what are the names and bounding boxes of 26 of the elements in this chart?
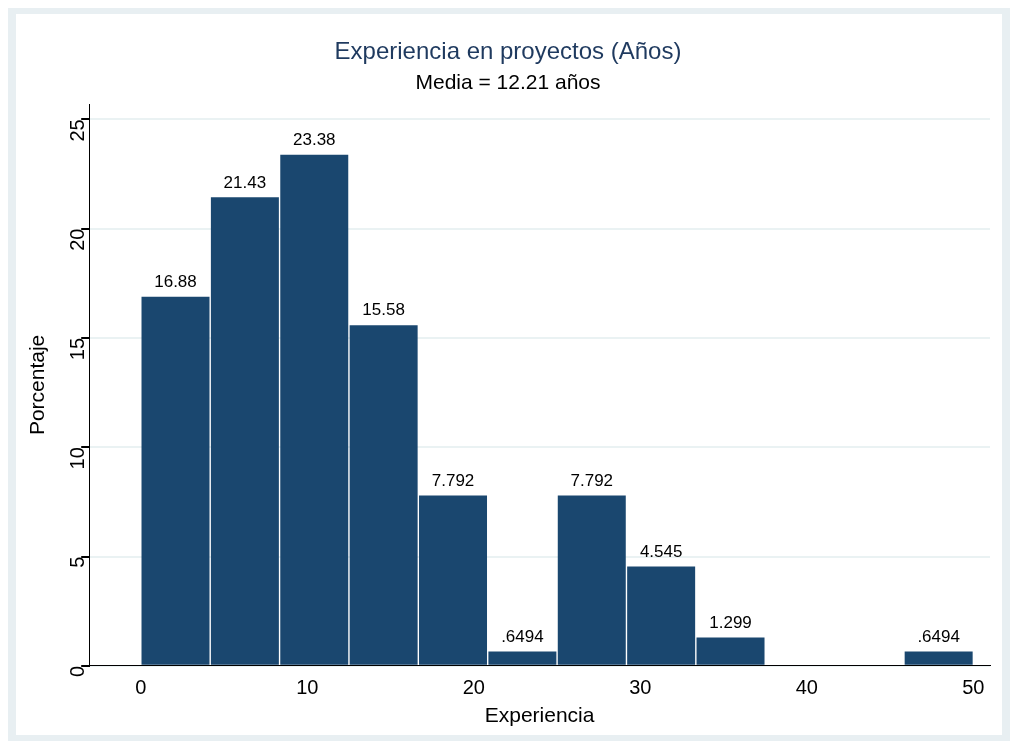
x-tick-label: 20 — [462, 676, 485, 699]
x-tick-label: 40 — [795, 676, 818, 699]
x-tick-label: 50 — [962, 676, 985, 699]
y-tick-label: 0 — [65, 665, 88, 677]
data-label: .6494 — [501, 626, 544, 646]
data-label: 16.88 — [154, 271, 197, 291]
y-axis-title: Porcentaje — [25, 334, 49, 436]
data-label: 21.43 — [223, 172, 267, 192]
data-label: 7.792 — [570, 470, 614, 490]
data-label: 7.792 — [431, 470, 475, 490]
x-tick-label: 10 — [296, 676, 319, 699]
y-tick-label: 25 — [65, 119, 88, 142]
data-label: 1.299 — [709, 612, 752, 632]
data-label: 15.58 — [362, 300, 405, 320]
y-tick-label: 10 — [65, 447, 88, 470]
data-label: 4.545 — [639, 541, 683, 561]
chart-subtitle: Media = 12.21 años — [415, 70, 601, 94]
y-tick-label: 5 — [65, 556, 88, 568]
x-axis-title: Experiencia — [484, 703, 595, 727]
x-tick-label: 30 — [629, 676, 652, 699]
x-tick-label: 0 — [135, 676, 147, 699]
y-tick-label: 15 — [65, 337, 88, 361]
y-tick-label: 20 — [65, 228, 88, 251]
chart-title: Experiencia en proyectos (Años) — [334, 37, 682, 65]
data-label: 23.38 — [292, 129, 336, 149]
data-label: .6494 — [917, 626, 960, 646]
